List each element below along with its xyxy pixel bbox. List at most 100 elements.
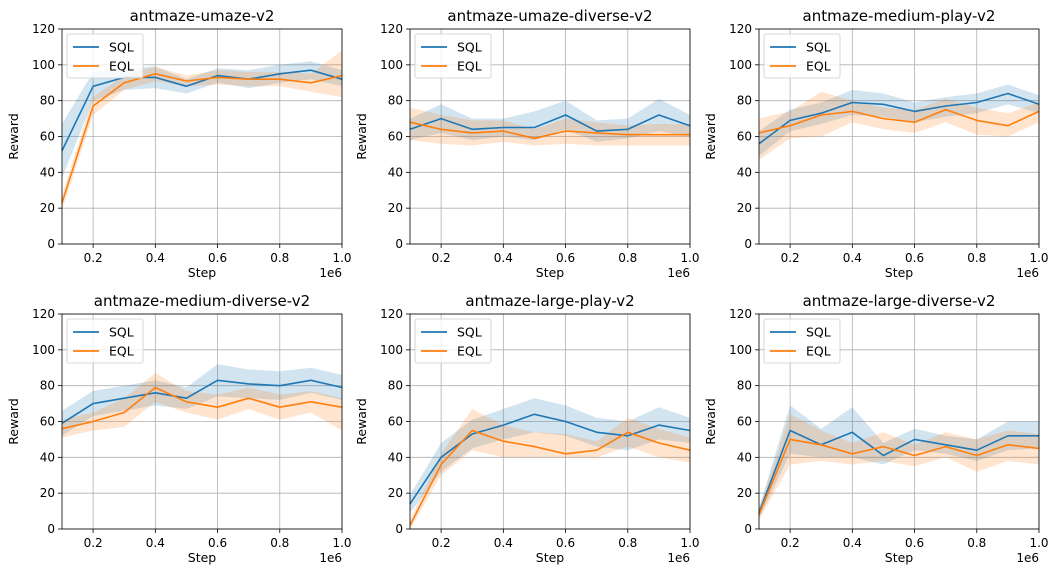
x-tick-label: 1.0 (332, 251, 351, 265)
legend-label-eql: EQL (457, 59, 482, 74)
y-tick-label: 60 (737, 415, 752, 429)
legend: SQL EQL (66, 33, 144, 79)
band-sql (410, 398, 690, 513)
y-tick-label: 80 (737, 94, 752, 108)
y-tick-label: 120 (32, 22, 55, 36)
y-tick-label: 100 (729, 343, 752, 357)
y-tick-label: 100 (32, 343, 55, 357)
x-offset-label: 1e6 (319, 551, 342, 565)
x-axis-label: Step (188, 265, 217, 280)
band-eql (759, 414, 1039, 520)
y-tick-label: 120 (729, 307, 752, 321)
y-tick-label: 80 (388, 94, 403, 108)
y-axis-label: Reward (703, 398, 718, 445)
series-line-eql (758, 108, 1040, 134)
panel-5: 0.2 0.4 0.6 0.8 1.0 0 20 40 60 80 100 120 Step 1e6 Rew… (354, 292, 700, 565)
x-tick-label: 0.2 (432, 536, 451, 550)
chart-title: antmaze-large-play-v2 (465, 292, 634, 310)
x-tick-label: 0.6 (556, 251, 575, 265)
x-tick-label: 0.6 (208, 251, 227, 265)
x-offset-label: 1e6 (667, 266, 690, 280)
y-tick-label: 120 (729, 22, 752, 36)
y-tick-label: 80 (40, 379, 55, 393)
y-tick-label: 40 (737, 450, 752, 464)
x-tick-label: 0.8 (618, 536, 637, 550)
legend-label-sql: SQL (806, 325, 831, 340)
band-eql (62, 50, 342, 210)
y-axis-label: Reward (354, 398, 369, 445)
legend-box (66, 318, 144, 364)
y-tick-label: 0 (47, 522, 55, 536)
series-line-sql (409, 413, 691, 505)
legend-label-sql: SQL (457, 40, 482, 55)
x-tick-label: 0.4 (843, 251, 862, 265)
x-tick-label: 0.4 (494, 536, 513, 550)
legend-label-sql: SQL (806, 40, 831, 55)
y-tick-label: 20 (388, 486, 403, 500)
y-tick-label: 120 (380, 22, 403, 36)
band-sql (62, 364, 342, 436)
x-tick-label: 0.2 (84, 536, 103, 550)
series-line-sql (409, 114, 691, 132)
y-tick-label: 60 (388, 130, 403, 144)
y-tick-label: 80 (40, 94, 55, 108)
x-tick-label: 0.6 (208, 536, 227, 550)
chart-title: antmaze-medium-diverse-v2 (94, 292, 310, 310)
legend-box (414, 318, 492, 364)
x-tick-label: 0.2 (84, 251, 103, 265)
legend: SQL EQL (763, 318, 841, 364)
y-axis-label: Reward (354, 113, 369, 160)
x-tick-label: 1.0 (332, 536, 351, 550)
x-offset-label: 1e6 (1016, 266, 1039, 280)
x-tick-label: 0.8 (270, 251, 289, 265)
x-tick-label: 0.6 (556, 536, 575, 550)
y-tick-label: 100 (32, 58, 55, 72)
panel-6: 0.2 0.4 0.6 0.8 1.0 0 20 40 60 80 100 120 Step 1e6 Rew… (703, 292, 1049, 565)
y-tick-label: 0 (47, 237, 55, 251)
y-tick-label: 40 (40, 165, 55, 179)
x-tick-label: 0.8 (270, 536, 289, 550)
x-tick-label: 1.0 (1029, 536, 1048, 550)
y-tick-label: 120 (380, 307, 403, 321)
y-tick-label: 0 (395, 237, 403, 251)
legend: SQL EQL (414, 33, 492, 79)
panel-4: 0.2 0.4 0.6 0.8 1.0 0 20 40 60 80 100 120 Step 1e6 Rew… (6, 292, 352, 565)
legend-label-eql: EQL (109, 59, 134, 74)
x-tick-label: 1.0 (680, 251, 699, 265)
x-tick-label: 1.0 (1029, 251, 1048, 265)
x-tick-label: 0.2 (432, 251, 451, 265)
chart-title: antmaze-umaze-diverse-v2 (447, 7, 652, 25)
x-tick-label: 0.4 (843, 536, 862, 550)
x-offset-label: 1e6 (667, 551, 690, 565)
y-axis-label: Reward (6, 113, 21, 160)
y-tick-label: 20 (40, 201, 55, 215)
x-tick-label: 0.4 (146, 536, 165, 550)
y-tick-label: 60 (388, 415, 403, 429)
x-axis-label: Step (885, 550, 914, 565)
x-tick-label: 0.6 (905, 536, 924, 550)
series-line-sql (758, 92, 1040, 145)
legend-label-eql: EQL (806, 59, 831, 74)
y-tick-label: 60 (40, 415, 55, 429)
panel-2: 0.2 0.4 0.6 0.8 1.0 0 20 40 60 80 100 120 Step 1e6 Rew… (354, 7, 700, 280)
series-line-eql (758, 438, 1040, 516)
y-tick-label: 40 (388, 450, 403, 464)
series-line-sql (61, 69, 343, 152)
x-tick-label: 0.6 (905, 251, 924, 265)
y-tick-label: 0 (744, 522, 752, 536)
y-tick-label: 20 (737, 486, 752, 500)
series-line-sql (758, 429, 1039, 514)
x-axis-label: Step (536, 550, 565, 565)
x-axis-label: Step (536, 265, 565, 280)
y-tick-label: 40 (737, 165, 752, 179)
legend-label-sql: SQL (109, 40, 134, 55)
x-offset-label: 1e6 (319, 266, 342, 280)
y-tick-label: 100 (380, 343, 403, 357)
x-tick-label: 0.8 (618, 251, 637, 265)
x-tick-label: 0.8 (967, 536, 986, 550)
x-tick-label: 0.8 (967, 251, 986, 265)
y-tick-label: 60 (40, 130, 55, 144)
x-axis-label: Step (885, 265, 914, 280)
y-tick-label: 40 (40, 450, 55, 464)
